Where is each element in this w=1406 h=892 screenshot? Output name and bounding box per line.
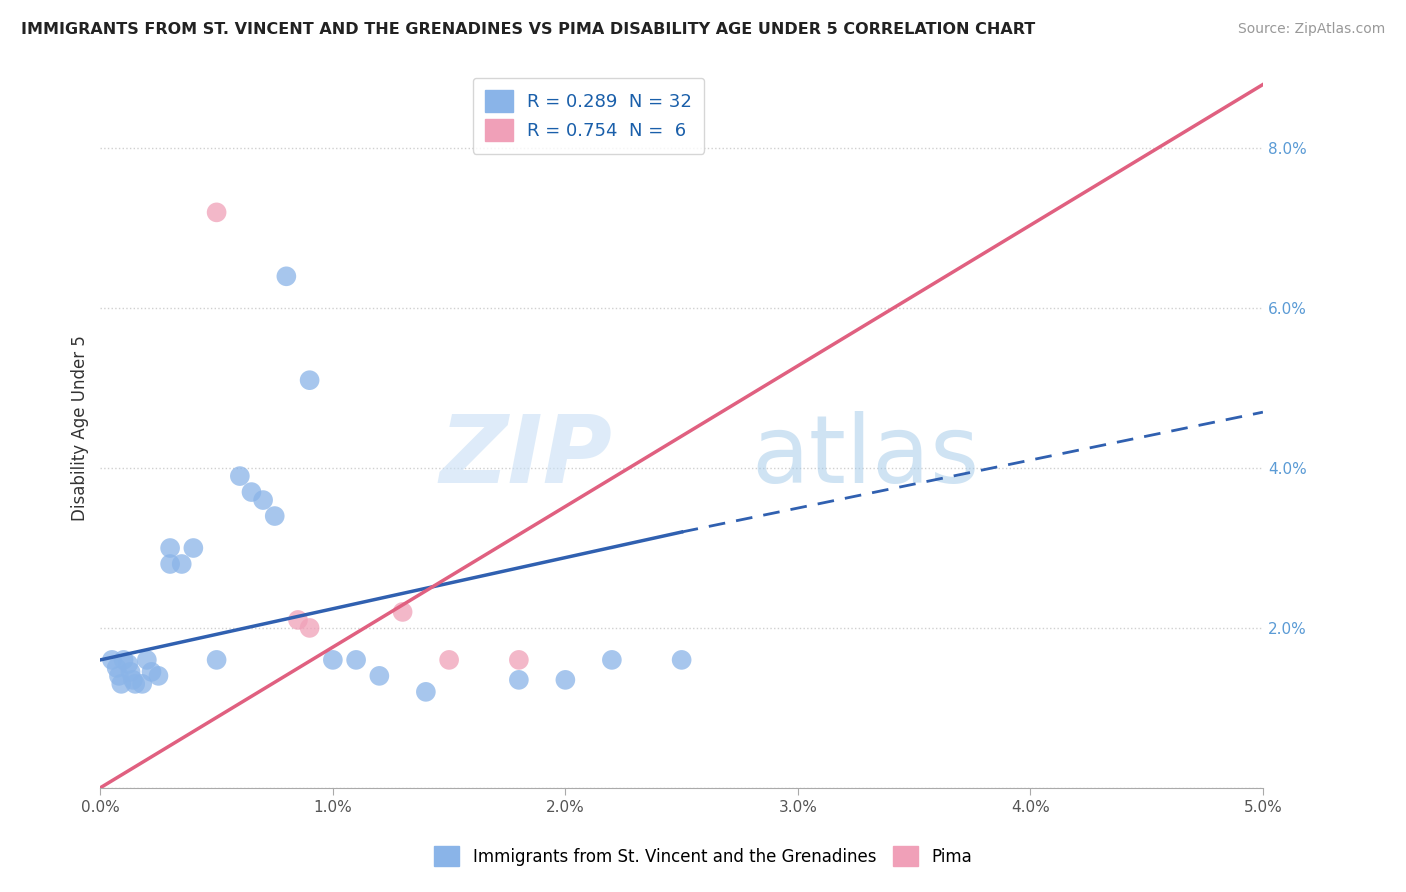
- Point: [508, 653, 530, 667]
- Point: [141, 665, 163, 679]
- Point: [122, 673, 145, 687]
- Point: [276, 269, 298, 284]
- Point: [229, 469, 252, 483]
- Point: [135, 653, 157, 667]
- Point: [124, 677, 146, 691]
- Point: [600, 653, 623, 667]
- Point: [120, 665, 142, 679]
- Point: [554, 673, 576, 687]
- Point: [368, 669, 391, 683]
- Point: [240, 485, 263, 500]
- Point: [170, 557, 193, 571]
- Text: ZIP: ZIP: [439, 411, 612, 503]
- Point: [263, 509, 285, 524]
- Text: Source: ZipAtlas.com: Source: ZipAtlas.com: [1237, 22, 1385, 37]
- Point: [112, 653, 135, 667]
- Point: [105, 661, 128, 675]
- Point: [344, 653, 367, 667]
- Point: [117, 657, 139, 671]
- Point: [415, 685, 437, 699]
- Point: [148, 669, 170, 683]
- Point: [671, 653, 693, 667]
- Y-axis label: Disability Age Under 5: Disability Age Under 5: [72, 335, 89, 521]
- Text: IMMIGRANTS FROM ST. VINCENT AND THE GRENADINES VS PIMA DISABILITY AGE UNDER 5 CO: IMMIGRANTS FROM ST. VINCENT AND THE GREN…: [21, 22, 1035, 37]
- Point: [108, 669, 131, 683]
- Point: [110, 677, 132, 691]
- Point: [508, 673, 530, 687]
- Point: [437, 653, 460, 667]
- Legend: Immigrants from St. Vincent and the Grenadines, Pima: Immigrants from St. Vincent and the Gren…: [426, 838, 980, 875]
- Point: [159, 541, 181, 555]
- Point: [101, 653, 124, 667]
- Point: [298, 373, 321, 387]
- Legend: R = 0.289  N = 32, R = 0.754  N =  6: R = 0.289 N = 32, R = 0.754 N = 6: [472, 78, 704, 154]
- Point: [159, 557, 181, 571]
- Point: [205, 205, 228, 219]
- Point: [183, 541, 205, 555]
- Point: [205, 653, 228, 667]
- Text: atlas: atlas: [751, 411, 980, 503]
- Point: [391, 605, 413, 619]
- Point: [131, 677, 153, 691]
- Point: [298, 621, 321, 635]
- Point: [252, 493, 274, 508]
- Point: [287, 613, 309, 627]
- Point: [322, 653, 344, 667]
